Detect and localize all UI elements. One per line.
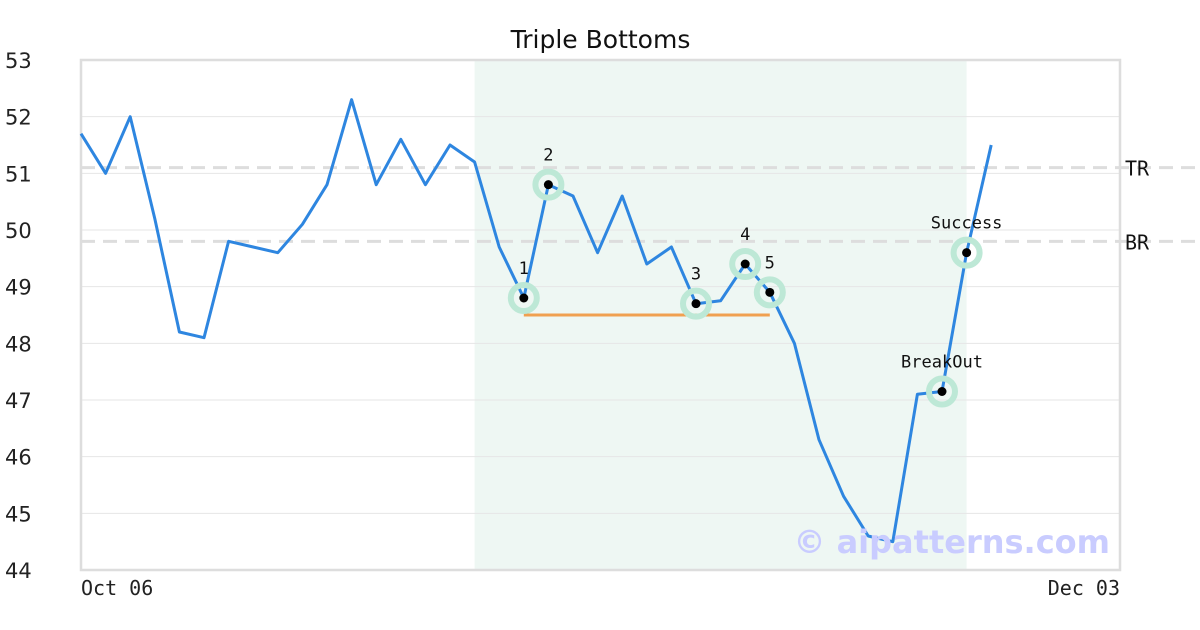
point-label-1: 1 — [519, 259, 529, 279]
point-halo-5 — [753, 276, 786, 309]
point-label-2: 2 — [543, 146, 553, 166]
point-halo-1 — [507, 282, 540, 314]
x-tick-label-start: Oct 06 — [81, 576, 153, 600]
level-label-tr: TR — [1125, 157, 1150, 181]
y-tick-label: 53 — [5, 49, 32, 73]
point-label-4: 4 — [740, 225, 750, 245]
y-tick-label: 45 — [5, 502, 32, 526]
y-tick-label: 50 — [5, 219, 32, 243]
point-halo-success — [950, 236, 983, 269]
point-marker-1 — [519, 293, 529, 303]
level-label-br: BR — [1125, 230, 1150, 254]
point-label-5: 5 — [765, 253, 775, 273]
chart-title: Triple Bottoms — [510, 25, 691, 54]
y-tick-label: 44 — [5, 559, 32, 583]
point-halo-4 — [729, 248, 762, 280]
price-series-line — [79, 98, 993, 544]
plot-frame — [79, 58, 1122, 572]
point-halo-3 — [680, 287, 712, 320]
point-halo-breakout — [926, 375, 958, 408]
x-tick-label-end: Dec 03 — [1048, 576, 1120, 600]
y-tick-label: 46 — [5, 446, 32, 470]
point-marker-5 — [765, 287, 775, 297]
y-tick-label: 49 — [5, 276, 32, 300]
point-marker-3 — [691, 299, 701, 309]
point-label-3: 3 — [691, 265, 701, 285]
y-tick-label: 48 — [5, 332, 32, 356]
point-label-breakout: BreakOut — [901, 353, 983, 373]
point-halo-2 — [532, 168, 565, 201]
point-marker-breakout — [937, 387, 947, 396]
point-marker-success — [962, 248, 972, 258]
point-marker-2 — [543, 180, 553, 190]
point-marker-4 — [740, 259, 750, 269]
point-label-success: Success — [931, 214, 1003, 234]
y-tick-label: 51 — [5, 162, 32, 186]
watermark: © aipatterns.com — [793, 523, 1110, 561]
y-tick-label: 52 — [5, 106, 32, 130]
y-tick-label: 47 — [5, 389, 32, 413]
